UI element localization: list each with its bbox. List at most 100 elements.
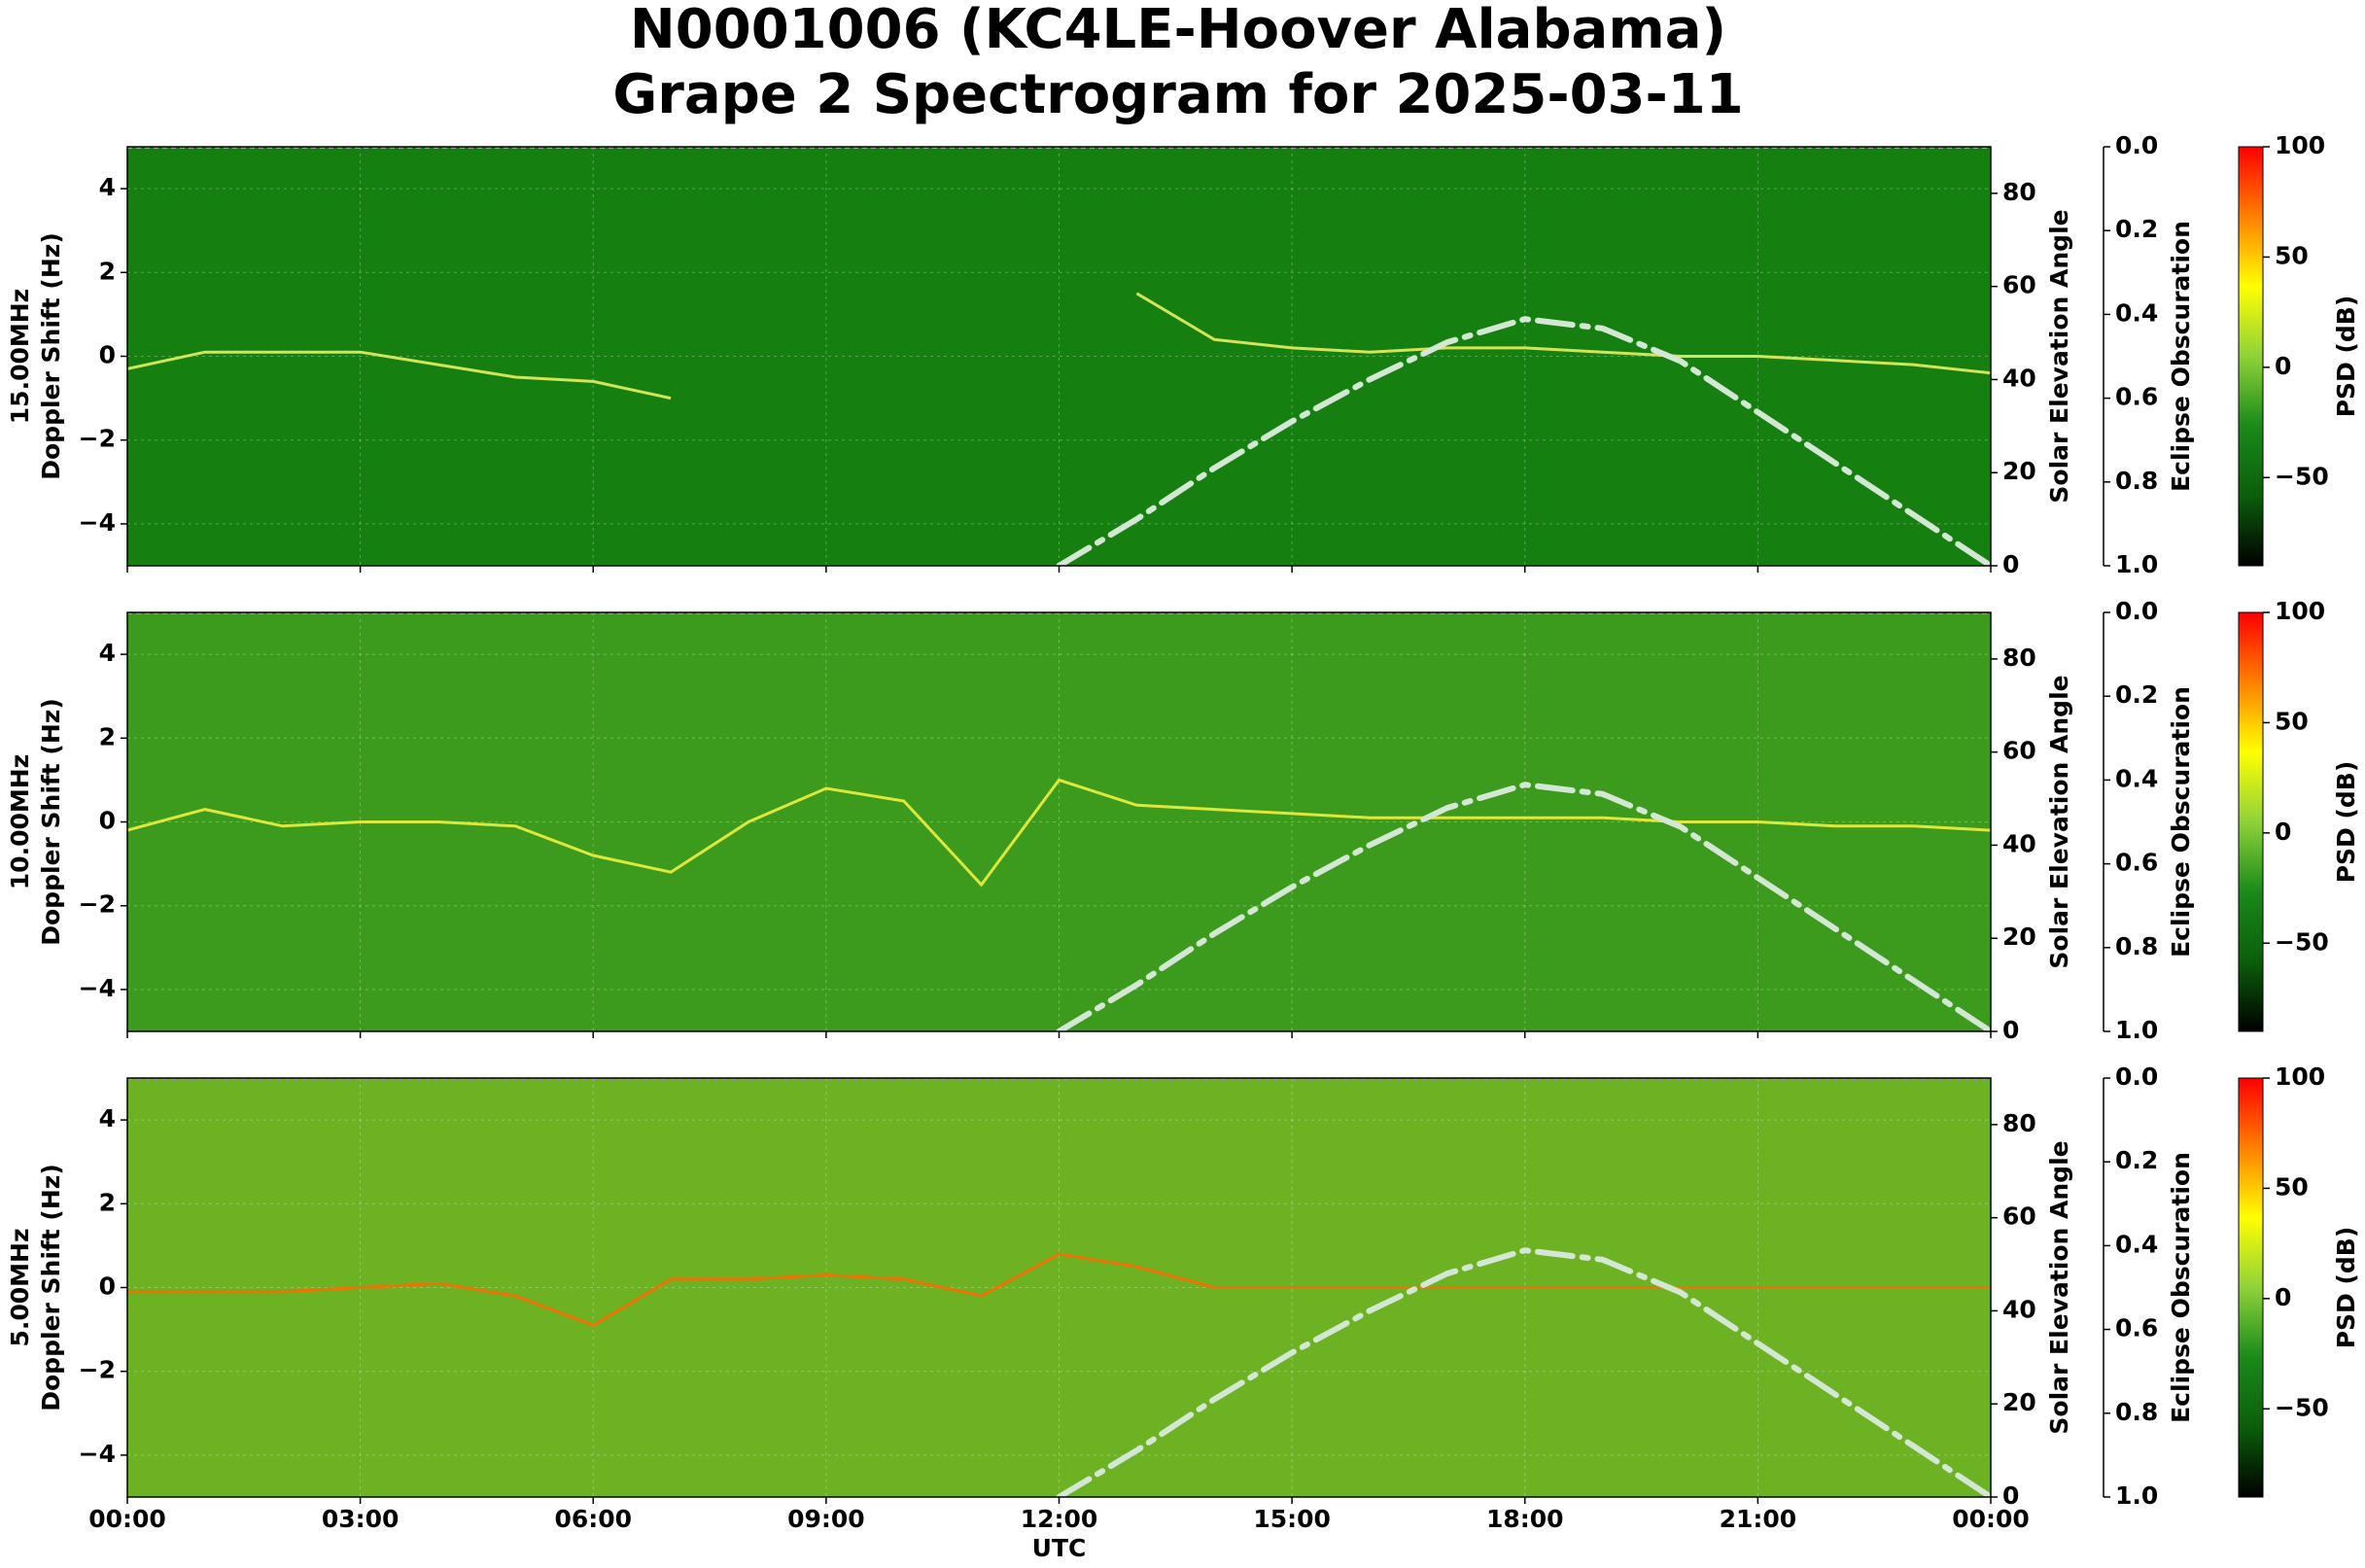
colorbar-tick-label: 50 — [2275, 1172, 2309, 1201]
y3-tick-label: 0.2 — [2115, 680, 2158, 709]
y3-tick-label: 0.8 — [2115, 932, 2158, 960]
y-tick-label: 4 — [99, 1104, 116, 1132]
colorbar — [2238, 611, 2264, 1032]
plot-frame — [126, 146, 1992, 567]
x-tick-label: 00:00 — [88, 1505, 166, 1533]
colorbar-tick-label: 50 — [2275, 707, 2309, 735]
y2-tick-label: 20 — [2002, 457, 2036, 485]
solar-elevation-line — [1056, 1247, 1991, 1497]
y2-tick-label: 60 — [2002, 271, 2036, 299]
y2-tick-label: 0 — [2002, 1016, 2019, 1044]
colorbar-label: PSD (dB) — [2332, 296, 2360, 418]
y2-axis-label: Solar Elevation Angle — [2045, 209, 2073, 503]
x-tick-label: 12:00 — [1021, 1505, 1098, 1533]
y2-tick-label: 80 — [2002, 644, 2036, 672]
y2-axis-label: Solar Elevation Angle — [2045, 1140, 2073, 1434]
y-axis-label: Doppler Shift (Hz) — [37, 698, 65, 946]
y3-axis-label: Eclipse Obscuration — [2167, 221, 2195, 492]
y-tick-label: 0 — [99, 1272, 116, 1301]
colorbar-tick-label: 0 — [2275, 818, 2291, 846]
y2-tick-label: 80 — [2002, 1109, 2036, 1137]
y-tick-label: −4 — [79, 1440, 116, 1468]
x-tick-label: 18:00 — [1486, 1505, 1564, 1533]
y-tick-label: −2 — [79, 1356, 116, 1384]
y3-tick-label: 0.8 — [2115, 1398, 2158, 1426]
x-tick-label: 00:00 — [1952, 1505, 2030, 1533]
colorbar-tick-label: 100 — [2275, 1063, 2325, 1091]
y2-tick-label: 40 — [2002, 1295, 2036, 1323]
y-tick-label: 0 — [99, 341, 116, 369]
colorbar — [2238, 1077, 2264, 1498]
y-tick-label: −4 — [79, 508, 116, 537]
x-axis-label: UTC — [1032, 1534, 1087, 1562]
colorbar — [2238, 146, 2264, 567]
y3-tick-label: 1.0 — [2115, 1016, 2158, 1044]
y3-tick-label: 1.0 — [2115, 1481, 2158, 1510]
y-axis-label: 10.00MHz — [6, 754, 34, 889]
x-tick-label: 21:00 — [1720, 1505, 1797, 1533]
colorbar-tick-label: 0 — [2275, 352, 2291, 380]
doppler-trace — [127, 778, 1991, 888]
y2-tick-label: 40 — [2002, 829, 2036, 857]
y3-tick-label: 0.0 — [2115, 131, 2158, 159]
y3-tick-label: 0.6 — [2115, 383, 2158, 411]
plot-frame — [126, 611, 1992, 1032]
panel: 00:00 03:00 06:00 09:00 12:00 15:00 18:00 21:00… — [6, 1063, 2360, 1562]
y2-axis-label: Solar Elevation Angle — [2045, 675, 2073, 968]
colorbar-tick-label: 0 — [2275, 1283, 2291, 1311]
colorbar-tick-label: −50 — [2275, 927, 2329, 956]
y3-tick-label: 0.2 — [2115, 1146, 2158, 1174]
solar-elevation-line — [1056, 782, 1991, 1031]
y3-tick-label: 0.6 — [2115, 1314, 2158, 1342]
panel: −4 −2 0 2 4 15.00MHz Doppler Shift (Hz) 0 20 40 60… — [6, 131, 2360, 578]
y-tick-label: 0 — [99, 807, 116, 835]
colorbar-tick-label: −50 — [2275, 462, 2329, 490]
y3-tick-label: 0.6 — [2115, 849, 2158, 877]
y-tick-label: −4 — [79, 974, 116, 1002]
y2-tick-label: 0 — [2002, 1481, 2019, 1510]
y2-tick-label: 20 — [2002, 923, 2036, 951]
y3-tick-label: 0.4 — [2115, 298, 2158, 327]
x-tick-label: 06:00 — [554, 1505, 632, 1533]
colorbar-tick-label: 50 — [2275, 241, 2309, 269]
colorbar-tick-label: 100 — [2275, 131, 2325, 159]
y3-axis-label: Eclipse Obscuration — [2167, 1152, 2195, 1423]
y2-tick-label: 20 — [2002, 1388, 2036, 1416]
y-axis-label: 15.00MHz — [6, 289, 34, 424]
panel: −4 −2 0 2 4 10.00MHz Doppler Shift (Hz) 0 20 40 60… — [6, 597, 2360, 1044]
y3-tick-label: 0.0 — [2115, 597, 2158, 625]
y3-tick-label: 0.4 — [2115, 764, 2158, 792]
y2-tick-label: 80 — [2002, 178, 2036, 206]
y3-tick-label: 0.2 — [2115, 215, 2158, 243]
y3-axis-label: Eclipse Obscuration — [2167, 686, 2195, 958]
doppler-trace — [127, 1252, 1991, 1327]
x-tick-label: 09:00 — [787, 1505, 865, 1533]
x-tick-label: 15:00 — [1253, 1505, 1331, 1533]
colorbar-label: PSD (dB) — [2332, 761, 2360, 884]
y-tick-label: 4 — [99, 639, 116, 667]
solar-elevation-line — [1056, 316, 1991, 566]
y2-tick-label: 0 — [2002, 550, 2019, 578]
colorbar-tick-label: 100 — [2275, 597, 2325, 625]
y-tick-label: 4 — [99, 173, 116, 201]
y-axis-label: 5.00MHz — [6, 1228, 34, 1346]
figure-title: N0001006 (KC4LE-Hoover Alabama) — [630, 0, 1726, 61]
y-tick-label: −2 — [79, 890, 116, 919]
y2-tick-label: 60 — [2002, 737, 2036, 765]
y-tick-label: −2 — [79, 425, 116, 453]
plot-frame — [126, 1077, 1992, 1498]
figure-subtitle: Grape 2 Spectrogram for 2025-03-11 — [612, 63, 1743, 126]
y-tick-label: 2 — [99, 722, 116, 750]
y2-tick-label: 60 — [2002, 1202, 2036, 1231]
y3-tick-label: 0.4 — [2115, 1230, 2158, 1258]
y3-tick-label: 1.0 — [2115, 550, 2158, 578]
y2-tick-label: 40 — [2002, 364, 2036, 392]
y-tick-label: 2 — [99, 257, 116, 285]
y3-tick-label: 0.0 — [2115, 1063, 2158, 1091]
y-tick-label: 2 — [99, 1188, 116, 1216]
colorbar-label: PSD (dB) — [2332, 1227, 2360, 1349]
y-axis-label: Doppler Shift (Hz) — [37, 232, 65, 480]
y3-tick-label: 0.8 — [2115, 467, 2158, 495]
colorbar-tick-label: −50 — [2275, 1393, 2329, 1421]
